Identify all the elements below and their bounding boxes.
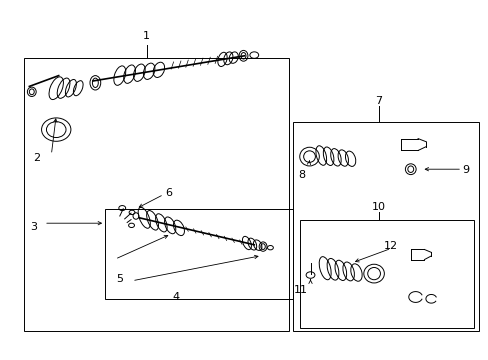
- Text: 12: 12: [384, 240, 397, 251]
- Text: 7: 7: [375, 96, 382, 106]
- Text: 5: 5: [116, 274, 123, 284]
- Text: 11: 11: [293, 285, 307, 295]
- Text: 3: 3: [30, 222, 37, 232]
- Bar: [293, 122, 478, 331]
- Bar: [24, 58, 288, 331]
- Text: 4: 4: [172, 292, 179, 302]
- Text: 2: 2: [33, 153, 40, 163]
- Bar: [105, 209, 293, 299]
- Text: 1: 1: [143, 31, 150, 41]
- Bar: [300, 220, 473, 328]
- Text: 10: 10: [371, 202, 385, 212]
- Text: 6: 6: [165, 188, 172, 198]
- Text: 8: 8: [298, 170, 305, 180]
- Text: 9: 9: [461, 165, 468, 175]
